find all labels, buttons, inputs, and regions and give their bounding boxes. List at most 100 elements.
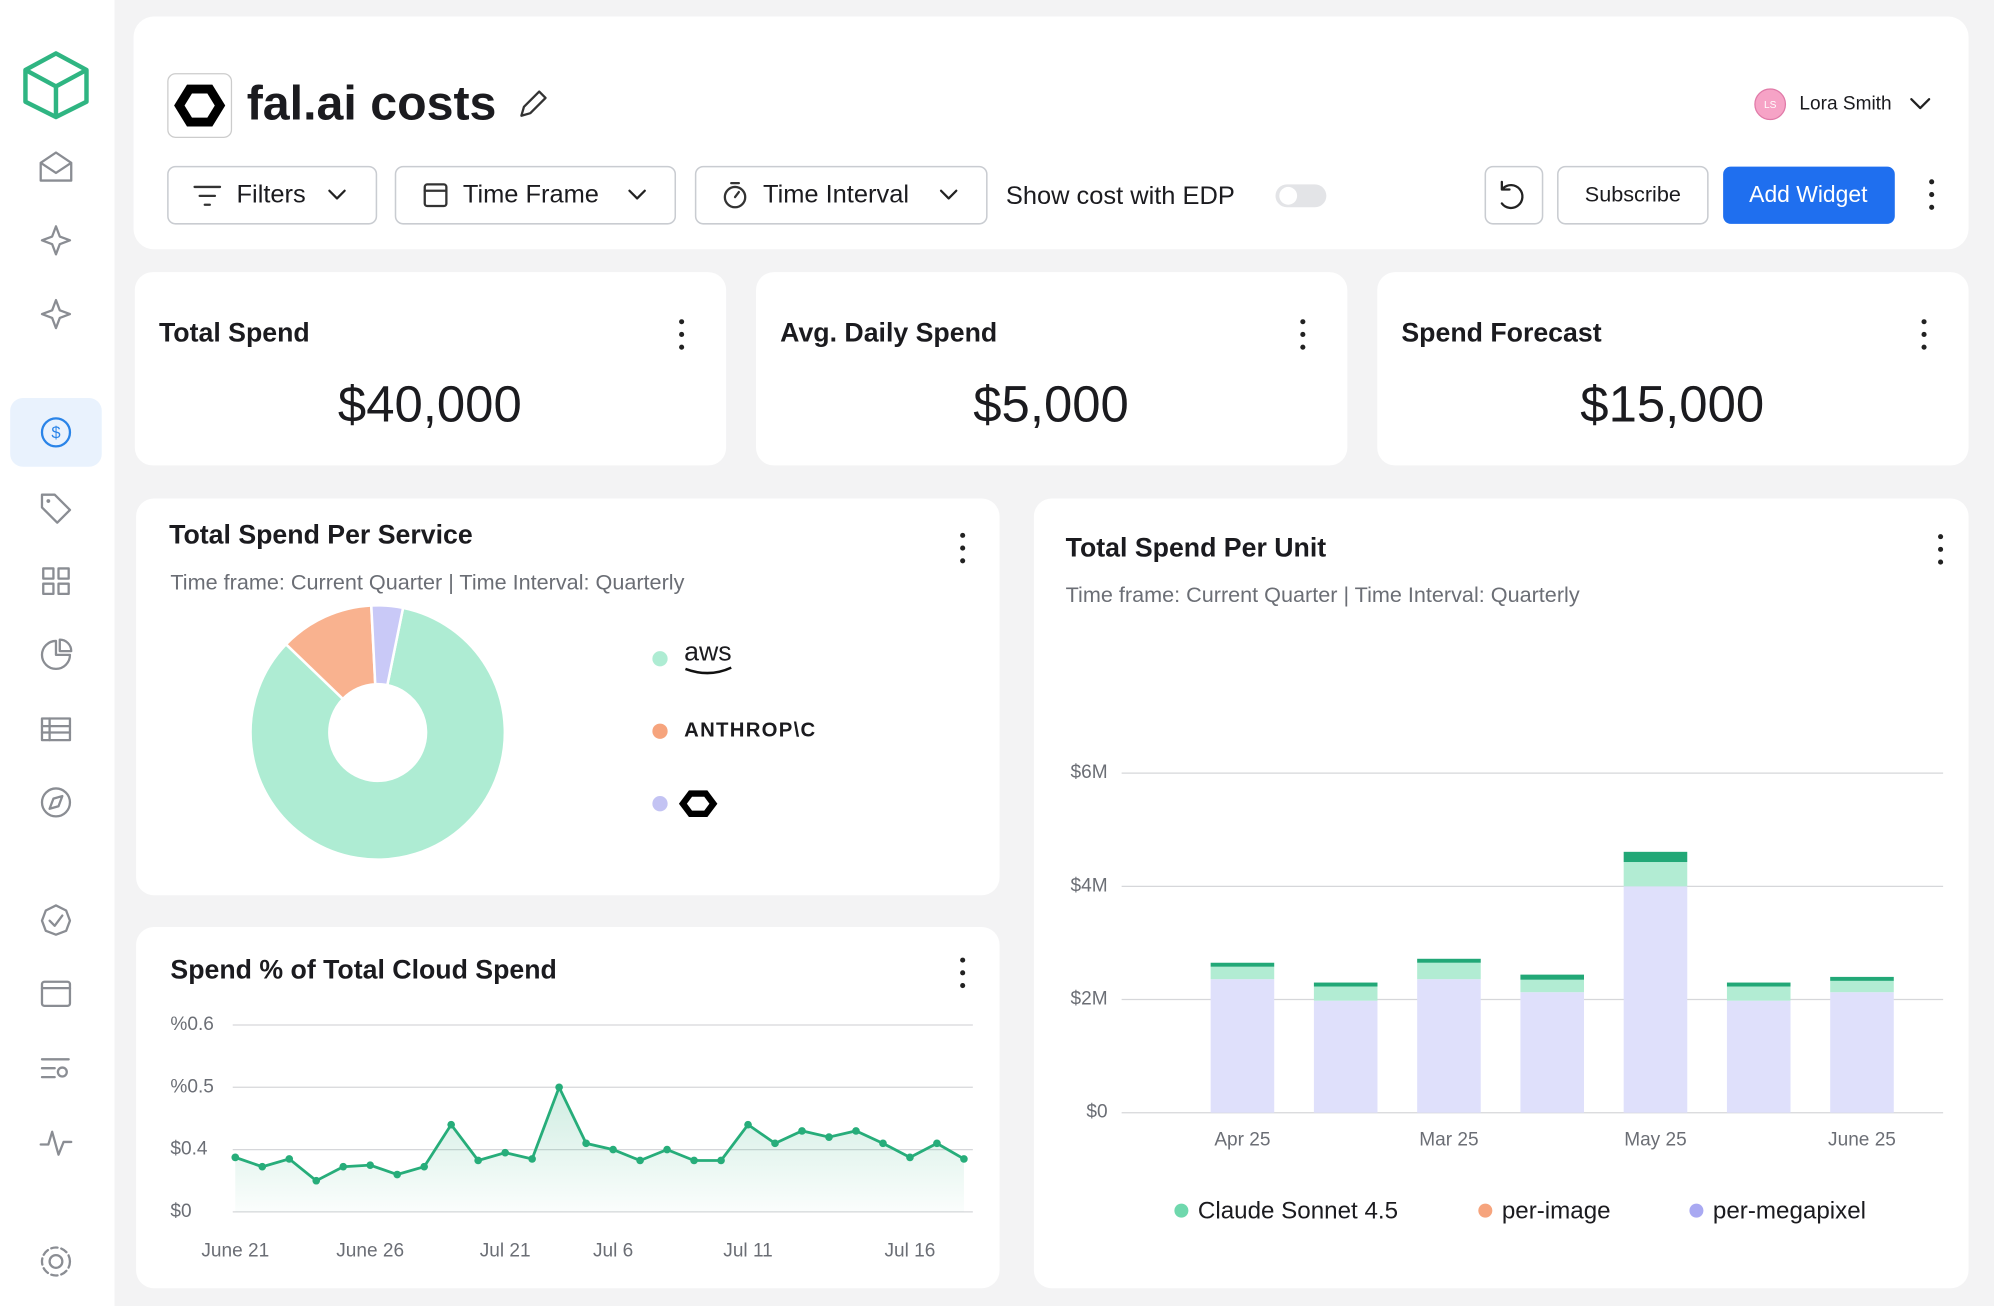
chart-title: Total Spend Per Unit	[1066, 532, 1327, 562]
x-tick-label: June 21	[201, 1240, 269, 1261]
bar-segment	[1623, 851, 1688, 863]
point	[960, 1155, 968, 1163]
point	[663, 1145, 671, 1154]
menu-dot	[1921, 331, 1927, 337]
point	[420, 1162, 429, 1171]
menu-dot	[679, 319, 685, 325]
avatar-initials: LS	[1764, 100, 1777, 111]
point	[933, 1139, 941, 1148]
legend-logo	[678, 790, 718, 818]
y-tick-label: $0	[1086, 1102, 1107, 1123]
x-tick-label: May 25	[1624, 1130, 1687, 1151]
legend-dot	[1478, 1203, 1493, 1218]
point	[744, 1120, 752, 1129]
bar-segment	[1726, 1000, 1791, 1113]
point	[825, 1133, 833, 1141]
bar-segment	[1830, 980, 1894, 993]
bar-segment	[1313, 1000, 1378, 1113]
line	[234, 1083, 965, 1183]
menu-dot	[960, 957, 966, 963]
filters-label: Filters	[237, 181, 306, 209]
point	[312, 1176, 321, 1185]
page-title: fal.ai costs	[247, 77, 497, 131]
bar-segment	[1520, 992, 1585, 1113]
menu-dot	[1921, 344, 1927, 350]
bar-segment	[1313, 982, 1378, 987]
menu-dot	[1938, 546, 1944, 552]
point	[636, 1156, 644, 1165]
y-tick-label: %0.6	[170, 1014, 213, 1035]
point	[690, 1156, 698, 1165]
y-tick-label: %0.5	[170, 1076, 213, 1097]
x-tick-label: Jul 11	[723, 1240, 772, 1261]
x-tick-label: June 26	[336, 1240, 404, 1261]
kpi-title: Spend Forecast	[1401, 317, 1601, 347]
point	[906, 1153, 914, 1162]
legend-dot	[652, 796, 668, 812]
menu-dot	[1300, 331, 1306, 337]
chart-title: Spend % of Total Cloud Spend	[170, 955, 556, 985]
menu-button[interactable]	[1929, 179, 1935, 210]
menu-dot	[960, 545, 966, 551]
add-widget-label: Add Widget	[1749, 181, 1868, 207]
refresh-button[interactable]	[1484, 165, 1544, 225]
point	[798, 1127, 806, 1135]
bar-segment	[1210, 966, 1275, 980]
edp-toggle[interactable]	[1275, 184, 1327, 208]
x-tick-label: Mar 25	[1419, 1130, 1478, 1151]
edp-label: Show cost with EDP	[1006, 182, 1235, 210]
kpi-title: Total Spend	[159, 317, 310, 347]
menu-dot	[1921, 319, 1927, 325]
time-frame-button[interactable]: Time Frame	[394, 165, 677, 225]
bar-segment	[1210, 962, 1275, 967]
x-tick-label: Jul 16	[885, 1240, 936, 1261]
kpi-card	[756, 272, 1348, 466]
point	[555, 1083, 563, 1092]
legend-dot	[1174, 1203, 1189, 1218]
legend-label: ANTHROP\C	[684, 720, 816, 742]
subscribe-button[interactable]: Subscribe	[1557, 165, 1709, 225]
kpi-row: Total Spend $40,000 Avg. Daily Spend $5,000…	[134, 272, 1969, 466]
time-interval-button[interactable]: Time Interval	[694, 165, 988, 225]
point	[339, 1162, 348, 1171]
legend-label: Claude Sonnet 4.5	[1198, 1197, 1398, 1224]
filters-button[interactable]: Filters	[167, 165, 378, 225]
point	[582, 1139, 590, 1148]
bar-segment	[1417, 979, 1481, 1113]
legend-dot	[1689, 1203, 1704, 1218]
time-frame-label: Time Frame	[463, 181, 599, 209]
point	[501, 1148, 509, 1157]
svg-text:$: $	[51, 423, 60, 442]
y-tick-label: $4M	[1071, 875, 1108, 896]
bar-segment	[1830, 992, 1894, 1113]
kpi-title: Avg. Daily Spend	[780, 317, 997, 347]
aws-smile	[685, 666, 732, 675]
x-tick-label: June 25	[1828, 1130, 1896, 1151]
chart-subtitle: Time frame: Current Quarter | Time Inter…	[170, 569, 684, 594]
sidebar: $	[0, 0, 115, 1306]
user-name[interactable]: Lora Smith	[1799, 93, 1891, 114]
legend-label: per-image	[1502, 1197, 1611, 1224]
x-tick-label: Apr 25	[1214, 1130, 1270, 1151]
point	[717, 1156, 725, 1165]
bar-segment	[1623, 886, 1688, 1113]
y-tick-label: $0	[170, 1201, 191, 1222]
point	[609, 1145, 617, 1154]
add-widget-button[interactable]: Add Widget	[1723, 166, 1895, 224]
menu-dot	[960, 558, 966, 564]
bar-segment	[1726, 982, 1791, 987]
y-tick-label: $2M	[1071, 989, 1108, 1010]
menu-dot	[1300, 344, 1306, 350]
point	[258, 1162, 267, 1171]
x-tick-label: Jul 6	[593, 1240, 633, 1261]
kpi-value: $40,000	[338, 376, 522, 433]
bar-segment	[1830, 976, 1894, 981]
menu-dot	[1938, 534, 1944, 540]
bar-segment	[1726, 986, 1791, 1001]
header: fal.ai costs LS Lora Smith Filters Time …	[133, 16, 1969, 250]
pie-slice	[369, 604, 405, 687]
subscribe-label: Subscribe	[1585, 182, 1681, 207]
bar-card	[1033, 498, 1969, 1289]
bar-segment	[1623, 862, 1688, 887]
